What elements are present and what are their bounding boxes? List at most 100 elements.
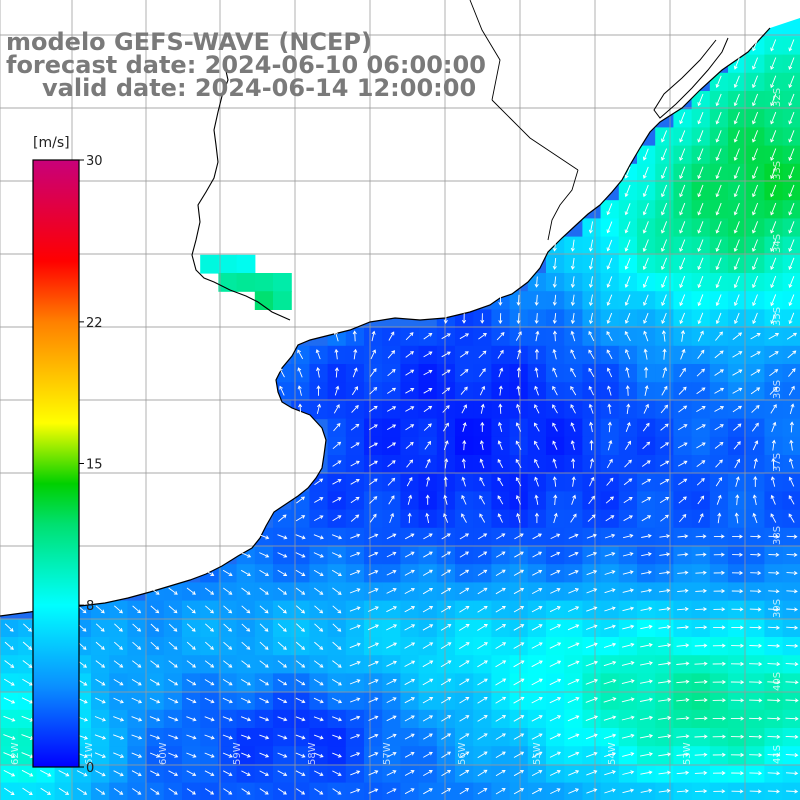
- wind-arrow: [642, 276, 649, 289]
- wind-arrow: [550, 588, 561, 594]
- wind-arrow: [461, 458, 466, 469]
- wind-arrow: [368, 551, 379, 558]
- wind-arrow: [676, 661, 690, 666]
- wind-arrow: [334, 367, 339, 378]
- wind-arrow: [332, 497, 342, 503]
- wind-arrow: [697, 294, 704, 307]
- wind-arrow: [22, 678, 33, 686]
- wind-arrow: [643, 294, 649, 306]
- wind-arrow: [477, 569, 488, 576]
- wind-arrow: [676, 697, 690, 702]
- wind-arrow: [441, 751, 452, 758]
- wind-arrow: [459, 788, 470, 795]
- wind-arrow: [3, 769, 16, 777]
- wind-arrow: [205, 605, 214, 614]
- wind-arrow: [296, 496, 305, 504]
- wind-arrow: [770, 275, 777, 289]
- wind-arrow: [513, 587, 525, 595]
- wind-arrow: [295, 752, 306, 758]
- wind-arrow: [459, 678, 470, 686]
- wind-arrow: [462, 440, 467, 451]
- wind-arrow: [479, 368, 486, 377]
- wind-arrow: [788, 385, 795, 396]
- wind-arrow: [423, 351, 433, 358]
- wind-arrow: [570, 349, 576, 360]
- wind-arrow: [440, 642, 452, 649]
- wind-arrow: [639, 733, 654, 739]
- wind-arrow: [295, 734, 306, 740]
- wind-arrow: [605, 496, 614, 504]
- wind-arrow: [625, 422, 631, 432]
- wind-arrow: [770, 39, 777, 52]
- wind-arrow: [659, 460, 670, 467]
- wind-arrow: [715, 221, 722, 234]
- wind-arrow: [749, 680, 763, 685]
- wind-arrow: [624, 312, 631, 324]
- wind-arrow: [624, 203, 631, 216]
- wind-arrow: [186, 660, 196, 668]
- wind-arrow: [567, 642, 580, 649]
- wind-arrow: [589, 458, 595, 469]
- wind-arrow: [333, 422, 341, 432]
- wind-arrow: [658, 624, 671, 630]
- wind-arrow: [425, 458, 431, 469]
- wind-arrow: [349, 679, 361, 685]
- wind-arrow: [368, 733, 379, 740]
- wind-arrow: [604, 751, 617, 758]
- wind-arrow: [259, 552, 270, 558]
- wind-arrow: [114, 623, 123, 632]
- wind-arrow: [22, 623, 32, 632]
- wind-arrow: [495, 733, 506, 740]
- wind-arrow: [498, 313, 503, 324]
- wind-arrow: [386, 569, 397, 576]
- wind-arrow: [513, 696, 525, 704]
- wind-arrow: [459, 533, 470, 540]
- wind-arrow: [769, 369, 779, 377]
- wind-arrow: [531, 696, 543, 704]
- wind-arrow: [676, 770, 690, 775]
- wind-arrow: [660, 404, 669, 414]
- wind-arrow: [715, 331, 723, 341]
- wind-arrow: [767, 680, 781, 685]
- wind-arrow: [441, 569, 452, 576]
- wind-arrow: [3, 678, 15, 686]
- wind-arrow: [677, 552, 689, 557]
- wind-arrow: [441, 387, 451, 395]
- wind-arrow: [733, 166, 740, 180]
- wind-arrow: [624, 184, 631, 198]
- wind-arrow: [513, 624, 525, 631]
- wind-arrow: [440, 606, 452, 613]
- wind-arrow: [295, 623, 305, 632]
- wind-arrow: [586, 533, 597, 539]
- wind-arrow: [786, 589, 798, 594]
- wind-arrow: [770, 239, 777, 252]
- wind-arrow: [241, 788, 251, 795]
- wind-arrow: [789, 403, 795, 415]
- wind-arrow: [204, 752, 215, 758]
- wind-arrow: [77, 787, 88, 795]
- wind-arrow: [295, 587, 306, 595]
- wind-arrow: [767, 771, 781, 776]
- wind-arrow: [113, 679, 124, 686]
- wind-arrow: [788, 93, 795, 107]
- wind-arrow: [606, 239, 613, 252]
- wind-arrow: [297, 349, 304, 360]
- longitude-label: 59W: [232, 742, 243, 765]
- wind-arrow: [769, 386, 778, 395]
- wind-arrow: [589, 476, 595, 487]
- wind-arrow: [697, 112, 704, 125]
- wind-arrow: [386, 770, 397, 776]
- wind-arrow: [423, 388, 433, 394]
- wind-arrow: [168, 770, 179, 777]
- wind-arrow: [241, 660, 251, 668]
- wind-arrow: [444, 458, 449, 469]
- wind-arrow: [496, 533, 506, 540]
- wind-arrow: [278, 514, 287, 522]
- wind-arrow: [349, 660, 361, 667]
- wind-arrow: [350, 551, 361, 557]
- wind-arrow: [459, 715, 470, 722]
- wind-arrow: [549, 642, 562, 649]
- wind-arrow: [259, 734, 270, 740]
- wind-arrow: [240, 569, 251, 577]
- wind-arrow: [606, 276, 613, 288]
